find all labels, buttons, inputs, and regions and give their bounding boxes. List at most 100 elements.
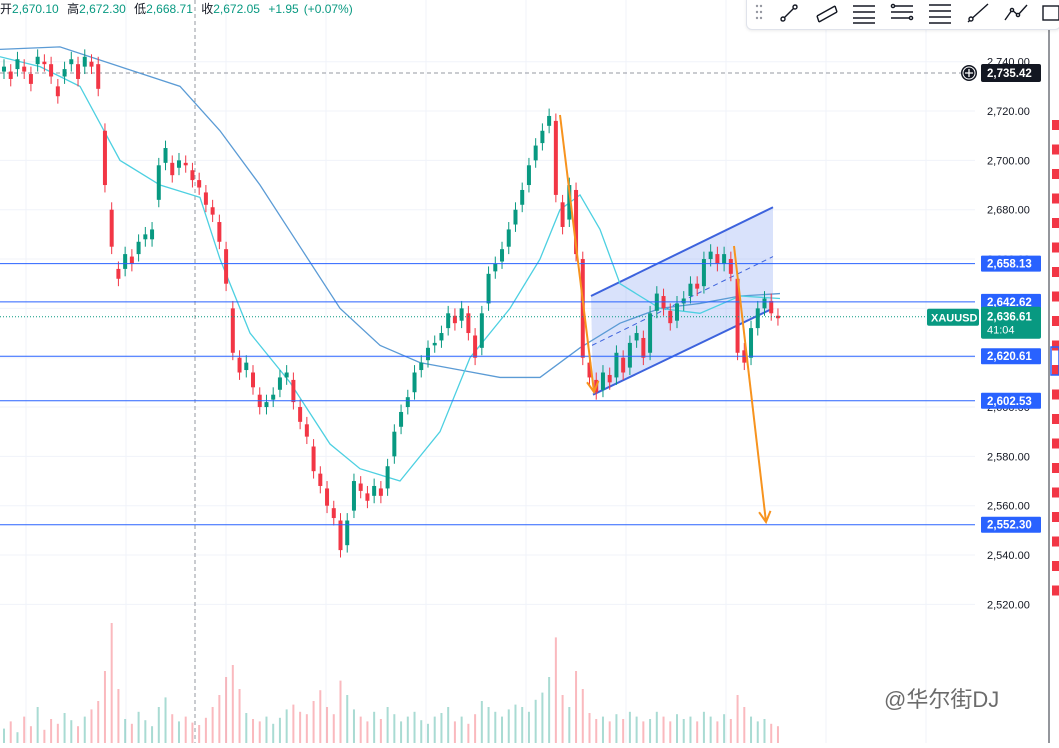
candle bbox=[15, 51, 20, 77]
alert-marker bbox=[1052, 169, 1059, 179]
axis-tick-label: 2,540.00 bbox=[987, 550, 1030, 562]
candle-body bbox=[419, 362, 424, 371]
candle-body bbox=[493, 263, 498, 272]
candle-body bbox=[627, 342, 632, 368]
watermark-text: @华尔街DJ bbox=[884, 687, 999, 712]
volume-bar bbox=[272, 723, 275, 743]
volume-bar bbox=[750, 716, 753, 743]
symbol-tag-text: XAUUSD bbox=[931, 313, 978, 325]
channel-upper-line bbox=[590, 206, 774, 297]
candle bbox=[722, 246, 727, 272]
candle-body bbox=[49, 64, 54, 77]
level-label-text: 2,552.30 bbox=[987, 520, 1032, 532]
candle bbox=[129, 249, 134, 272]
candle-body bbox=[183, 162, 188, 166]
volume-bar bbox=[379, 719, 382, 743]
volume-bar bbox=[16, 732, 19, 743]
path-icon[interactable] bbox=[1002, 0, 1030, 26]
candle bbox=[614, 345, 619, 385]
candle-body bbox=[466, 313, 471, 334]
candle bbox=[76, 56, 81, 87]
axis-tick-label: 2,720.00 bbox=[987, 106, 1030, 118]
candle-body bbox=[762, 298, 767, 309]
candle-body bbox=[244, 362, 249, 371]
volume-bar bbox=[420, 720, 423, 743]
ray-icon[interactable] bbox=[964, 0, 992, 26]
candle bbox=[385, 458, 390, 496]
candle-body bbox=[735, 278, 740, 353]
volume-bar bbox=[662, 716, 665, 743]
candle-body bbox=[722, 254, 727, 264]
volume-bar bbox=[480, 701, 483, 743]
candle-body bbox=[479, 313, 484, 348]
candle bbox=[8, 64, 13, 87]
volume-bar bbox=[218, 695, 221, 743]
volume-bar bbox=[501, 716, 504, 743]
drag-handle-icon[interactable] bbox=[755, 2, 763, 22]
candle bbox=[668, 303, 673, 331]
candle-body bbox=[62, 69, 67, 77]
candle bbox=[251, 365, 256, 395]
trend-line-icon[interactable] bbox=[775, 0, 803, 26]
candle-body bbox=[688, 283, 693, 297]
open-value: 2,670.10 bbox=[12, 2, 59, 16]
volume-bar bbox=[177, 721, 180, 743]
candle-body bbox=[156, 165, 161, 200]
volume-bar bbox=[292, 704, 295, 743]
crosshair-label-text: 2,735.42 bbox=[987, 68, 1032, 80]
candle-body bbox=[378, 488, 383, 496]
candle-body bbox=[217, 222, 222, 242]
axis-tick-label: 2,580.00 bbox=[987, 451, 1030, 463]
candle bbox=[197, 172, 202, 195]
candle bbox=[156, 157, 161, 208]
candle-body bbox=[405, 397, 410, 408]
candle bbox=[708, 244, 713, 267]
alert-marker bbox=[1052, 585, 1059, 596]
candle-body bbox=[681, 298, 686, 304]
candle-body bbox=[230, 308, 235, 353]
candle bbox=[553, 113, 558, 203]
alert-marker bbox=[1052, 438, 1059, 449]
candle bbox=[399, 404, 404, 435]
candle bbox=[89, 54, 94, 75]
candle bbox=[190, 162, 195, 188]
candle bbox=[688, 276, 693, 304]
candle bbox=[607, 367, 612, 390]
parallel-channel-icon[interactable] bbox=[813, 0, 841, 26]
volume-bar bbox=[521, 707, 524, 743]
volume-bar bbox=[278, 717, 281, 743]
ma-fast-line bbox=[0, 56, 781, 482]
fib-extension-icon[interactable] bbox=[888, 0, 916, 26]
candle bbox=[358, 476, 363, 499]
candle-body bbox=[675, 303, 679, 321]
volume-bar bbox=[682, 719, 685, 743]
volume-bar bbox=[97, 701, 100, 743]
candle-body bbox=[203, 192, 208, 205]
volume-bar bbox=[561, 695, 564, 743]
volume-bar bbox=[595, 719, 598, 743]
volume-bar bbox=[83, 716, 86, 743]
add-alert-plus-icon[interactable] bbox=[961, 64, 977, 81]
level-label-bg bbox=[981, 348, 1041, 365]
volume-bar bbox=[608, 721, 611, 743]
fib-retracement-icon[interactable] bbox=[850, 0, 878, 26]
candle-body bbox=[600, 372, 605, 390]
candle bbox=[49, 56, 54, 84]
candle-body bbox=[197, 180, 202, 188]
candle-body bbox=[513, 209, 518, 225]
volume-bar bbox=[763, 719, 766, 743]
price-axis: 2,520.002,540.002,560.002,580.002,600.00… bbox=[981, 57, 1041, 611]
pitchfork-icon[interactable] bbox=[926, 0, 954, 26]
ohlc-readout: 开2,670.10 高2,672.30 低2,668.71 收2,672.05 … bbox=[0, 0, 358, 16]
candle bbox=[547, 108, 552, 134]
candle-body bbox=[755, 308, 760, 329]
candle bbox=[237, 350, 242, 380]
candle bbox=[143, 226, 148, 247]
volume-bar bbox=[23, 716, 26, 743]
volume-bar bbox=[669, 721, 672, 743]
volume-bar bbox=[393, 714, 396, 743]
rectangle-icon[interactable] bbox=[1038, 0, 1059, 26]
